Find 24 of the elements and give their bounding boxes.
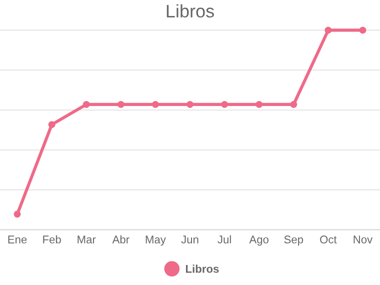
point [256,100,263,108]
point [221,100,228,108]
x-tick-label: Mar [78,236,96,244]
x-tick-label: May [146,236,166,246]
chart-title: Libros [166,4,214,18]
x-tick-label: Ago [249,236,269,246]
point [117,100,124,108]
x-tick-label: Nov [354,236,373,244]
point [48,121,56,128]
point [359,26,366,34]
x-tick-label: Abr [112,235,130,244]
point [290,100,298,108]
x-tick-label: Ene [8,236,27,244]
legend-label: Libros [186,264,219,273]
x-tick-label: Sep [284,236,304,246]
point [82,100,90,108]
point [186,100,194,108]
point [152,100,159,108]
point [324,26,332,34]
x-tick-label: Jun [181,236,198,244]
x-tick-label: Oct [320,236,337,244]
point [14,210,21,218]
x-tick-label: Feb [43,235,61,244]
x-tick-label: Jul [218,235,231,244]
